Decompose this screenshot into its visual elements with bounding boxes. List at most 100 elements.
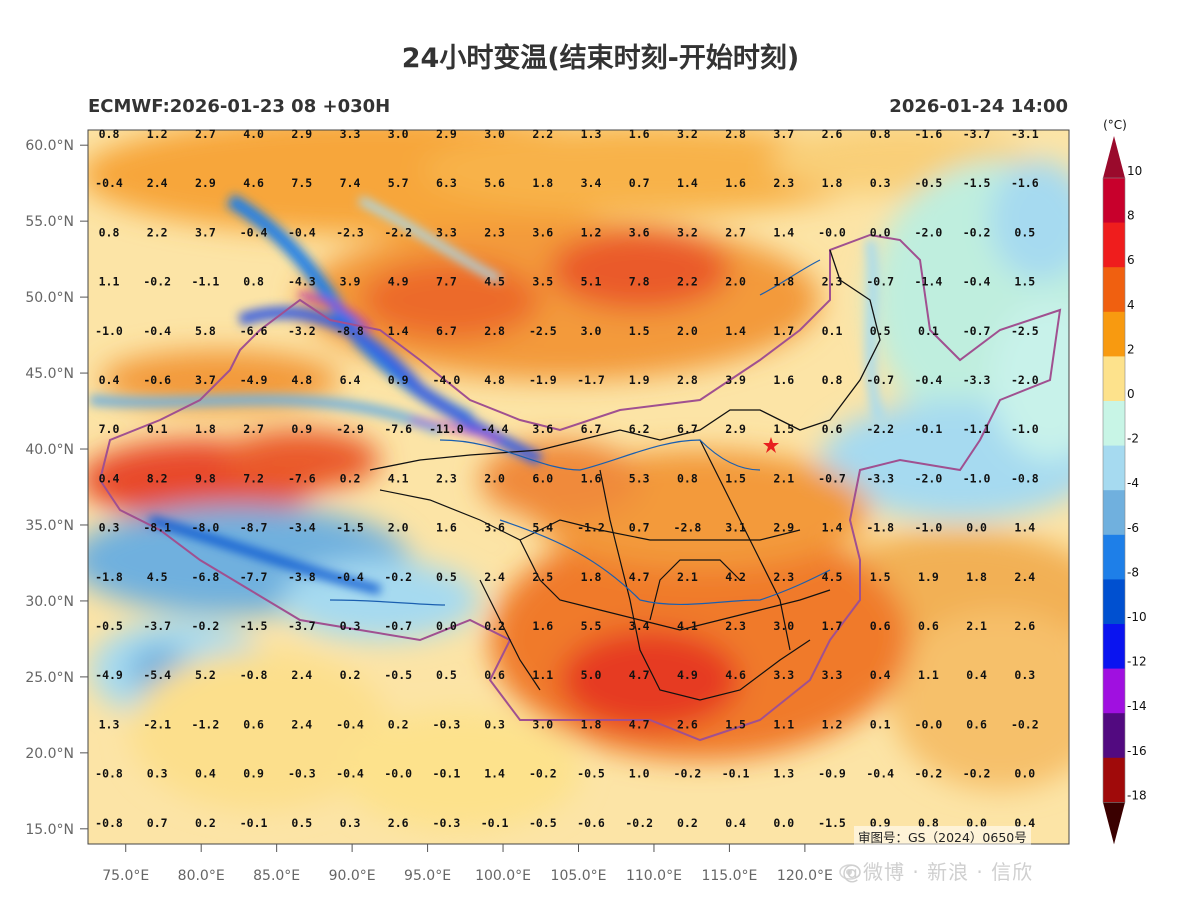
grid-value: 1.4 (677, 176, 698, 190)
grid-value: 2.1 (966, 619, 987, 633)
colorbar-bottom-arrow (1103, 802, 1125, 845)
grid-value: -0.2 (674, 767, 702, 781)
grid-value: 5.4 (532, 521, 553, 535)
grid-value: 3.1 (725, 521, 746, 535)
boundary-lines (98, 233, 1062, 742)
map-approval-number: 审图号：GS（2024）0650号 (854, 826, 1031, 847)
grid-value: 2.6 (388, 816, 409, 830)
grid-value: 3.3 (436, 225, 457, 239)
grid-value: 0.2 (195, 816, 216, 830)
grid-value: 0.3 (147, 767, 168, 781)
grid-value: 7.7 (436, 275, 457, 289)
colorbar-segment (1103, 401, 1125, 447)
grid-value: 1.3 (773, 767, 794, 781)
grid-value: 0.3 (484, 717, 505, 731)
weibo-logo-icon (839, 864, 861, 880)
grid-value: -0.4 (866, 767, 894, 781)
grid-value: 1.4 (773, 225, 794, 239)
grid-value: 2.3 (725, 619, 746, 633)
grid-value: -4.9 (240, 373, 268, 387)
grid-value: 3.7 (195, 225, 216, 239)
grid-value: -0.2 (625, 816, 653, 830)
grid-value: -0.5 (529, 816, 557, 830)
grid-value: -0.4 (336, 717, 364, 731)
grid-value: -1.2 (192, 717, 220, 731)
grid-value: 2.3 (773, 570, 794, 584)
lon-label: 90.0°E (329, 868, 376, 884)
grid-value: -3.3 (866, 471, 894, 485)
grid-value: 0.0 (870, 225, 891, 239)
colorbar-label: -4 (1127, 476, 1139, 490)
grid-value: -0.4 (963, 275, 991, 289)
grid-value: 1.4 (725, 324, 746, 338)
grid-value: 0.3 (870, 176, 891, 190)
grid-value: 3.6 (532, 422, 553, 436)
grid-value: -0.8 (95, 767, 123, 781)
grid-value: 0.1 (870, 717, 891, 731)
grid-value: 1.6 (629, 127, 650, 141)
lon-label: 95.0°E (404, 868, 451, 884)
grid-value: -1.5 (336, 521, 364, 535)
grid-value: 6.7 (436, 324, 457, 338)
grid-value: -3.8 (288, 570, 316, 584)
grid-value: -8.7 (240, 521, 268, 535)
lon-label: 100.0°E (475, 868, 531, 884)
map-title: 24小时变温(结束时刻-开始时刻) (401, 43, 800, 74)
grid-value: 2.2 (147, 225, 168, 239)
grid-value: 0.3 (340, 816, 361, 830)
grid-value: -2.1 (143, 717, 171, 731)
grid-value: 3.2 (677, 225, 698, 239)
grid-value: 4.5 (484, 275, 505, 289)
grid-value: 1.4 (1014, 521, 1035, 535)
grid-value: -4.0 (433, 373, 461, 387)
grid-value: 1.1 (532, 668, 553, 682)
grid-value: -5.4 (143, 668, 171, 682)
grid-value: 2.6 (822, 127, 843, 141)
colorbar-label: 10 (1127, 164, 1142, 178)
grid-value: 9.8 (195, 471, 216, 485)
grid-value: 3.4 (629, 619, 650, 633)
grid-value: 8.2 (147, 471, 168, 485)
grid-value: -0.0 (818, 225, 846, 239)
grid-value: 2.9 (436, 127, 457, 141)
colorbar-segment (1103, 757, 1125, 803)
colorbar-label: -8 (1127, 565, 1139, 579)
grid-value: 4.8 (484, 373, 505, 387)
grid-value: 0.6 (918, 619, 939, 633)
grid-value: 4.8 (291, 373, 312, 387)
grid-value: 0.2 (484, 619, 505, 633)
grid-value: 1.7 (773, 324, 794, 338)
grid-value: 0.7 (147, 816, 168, 830)
grid-value: 0.8 (870, 127, 891, 141)
grid-value: -0.2 (192, 619, 220, 633)
lon-label: 115.0°E (701, 868, 757, 884)
colorbar-segment (1103, 445, 1125, 491)
grid-value: 0.6 (870, 619, 891, 633)
grid-value: 2.6 (1014, 619, 1035, 633)
grid-value: 1.1 (773, 717, 794, 731)
grid-value: 4.7 (629, 717, 650, 731)
grid-values: 0.8 1.2 2.7 4.0 2.9 3.3 3.0 2.9 3.0 2.2 1.3 1.6 3.2 2… (95, 127, 1039, 830)
grid-value: 0.5 (436, 570, 457, 584)
grid-value: 3.3 (822, 668, 843, 682)
temperature-field (88, 130, 1069, 844)
grid-value: 4.0 (243, 127, 264, 141)
grid-value: -0.4 (336, 767, 364, 781)
grid-value: 1.8 (532, 176, 553, 190)
grid-value: -2.5 (1011, 324, 1039, 338)
grid-value: 4.6 (725, 668, 746, 682)
grid-value: 0.4 (195, 767, 216, 781)
grid-value: 1.8 (195, 422, 216, 436)
grid-value: 3.5 (532, 275, 553, 289)
grid-value: 2.5 (532, 570, 553, 584)
grid-value: -1.0 (915, 521, 943, 535)
grid-value: -2.8 (674, 521, 702, 535)
grid-value: 2.0 (677, 324, 698, 338)
lat-label: 50.0°N (25, 290, 74, 306)
grid-value: 1.4 (484, 767, 505, 781)
grid-value: -0.0 (915, 717, 943, 731)
grid-value: 1.5 (725, 471, 746, 485)
grid-value: 3.6 (629, 225, 650, 239)
grid-value: -1.1 (192, 275, 220, 289)
grid-value: 6.3 (436, 176, 457, 190)
